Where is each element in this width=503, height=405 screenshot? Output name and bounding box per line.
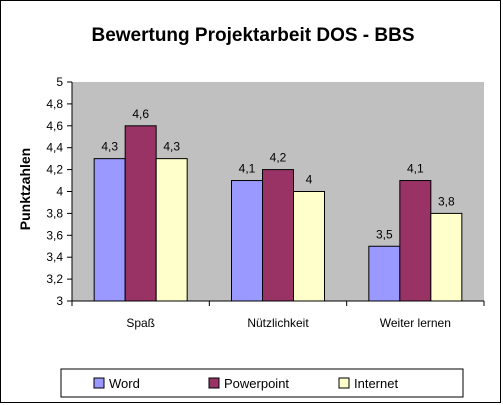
data-label-powerpoint-2: 4,2 xyxy=(270,151,287,165)
legend-box xyxy=(60,368,464,398)
data-labels: 4,3 4,6 4,3 4,1 4,2 4 3,5 4,1 3,8 xyxy=(101,107,455,241)
legend-label-internet: Internet xyxy=(354,376,398,391)
x-tick-label-2: Nützlichkeit xyxy=(247,316,309,330)
chart-title: Bewertung Projektarbeit DOS - BBS xyxy=(91,25,414,46)
bar-powerpoint-3 xyxy=(399,180,432,302)
y-ticks: 3 3,2 3,4 3,6 3,8 4 4,2 4,4 4,6 4,8 5 xyxy=(46,75,72,308)
data-label-internet-2: 4 xyxy=(306,173,313,187)
bars-layer xyxy=(93,125,463,302)
data-label-powerpoint-3: 4,1 xyxy=(407,162,424,176)
y-tick-label: 4 xyxy=(56,185,63,199)
legend: Word Powerpoint Internet xyxy=(60,368,464,398)
legend-swatch-internet xyxy=(338,377,350,389)
bar-word-2 xyxy=(231,180,263,302)
y-axis-label: Punktzahlen xyxy=(17,148,33,230)
y-tick-label: 3,4 xyxy=(46,250,63,264)
bar-powerpoint-1 xyxy=(124,125,157,302)
legend-label-powerpoint: Powerpoint xyxy=(224,376,289,391)
legend-swatch-powerpoint xyxy=(208,377,220,389)
bar-internet-1 xyxy=(155,158,188,302)
y-tick-label: 4,6 xyxy=(46,119,63,133)
y-tick-label: 3,6 xyxy=(46,228,63,242)
data-label-word-2: 4,1 xyxy=(239,162,256,176)
bar-word-3 xyxy=(368,245,401,302)
bar-internet-3 xyxy=(430,212,463,302)
y-tick-label: 3,8 xyxy=(46,206,63,220)
data-label-internet-3: 3,8 xyxy=(438,194,455,208)
data-label-word-1: 4,3 xyxy=(101,140,118,154)
y-tick-label: 4,4 xyxy=(46,141,63,155)
x-ticks: Spaß Nützlichkeit Weiter lernen xyxy=(71,301,485,330)
legend-swatch-word xyxy=(93,377,105,389)
y-tick-label: 4,8 xyxy=(46,97,63,111)
y-tick-label: 5 xyxy=(56,75,63,89)
x-tick-label-3: Weiter lernen xyxy=(380,316,451,330)
bar-powerpoint-2 xyxy=(262,169,294,302)
legend-label-word: Word xyxy=(109,376,140,391)
data-label-word-3: 3,5 xyxy=(376,227,393,241)
bar-word-1 xyxy=(93,158,126,302)
x-tick-label-1: Spaß xyxy=(126,316,155,330)
data-label-internet-1: 4,3 xyxy=(163,140,180,154)
y-tick-label: 4,2 xyxy=(46,163,63,177)
data-label-powerpoint-1: 4,6 xyxy=(132,107,149,121)
bar-internet-2 xyxy=(293,191,325,302)
y-tick-label: 3 xyxy=(56,294,63,308)
y-tick-label: 3,2 xyxy=(46,272,63,286)
